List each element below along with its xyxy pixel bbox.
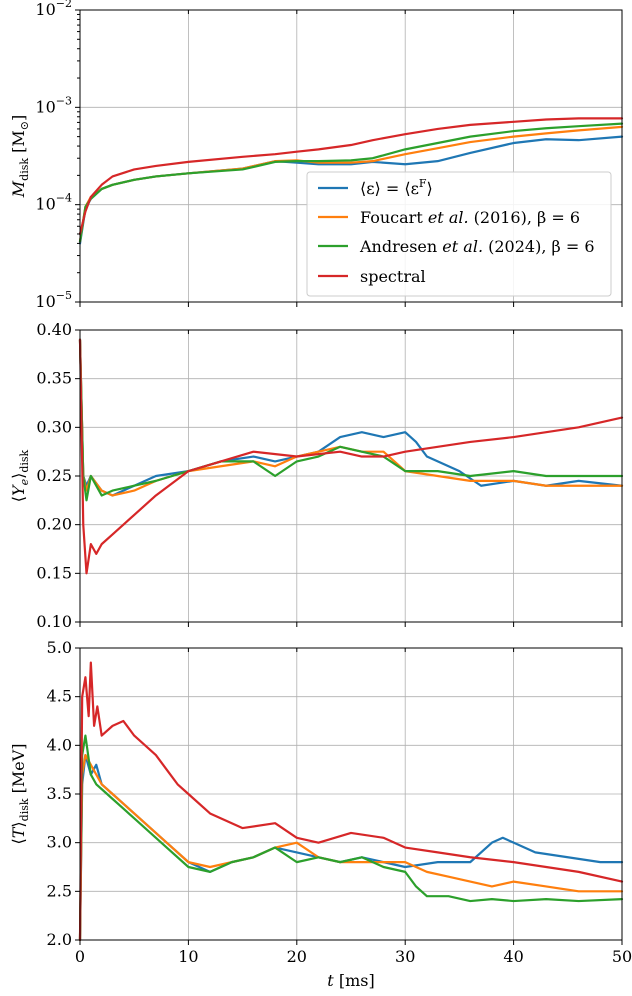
series-layer xyxy=(78,117,624,245)
y-tick-label: 0.30 xyxy=(36,417,72,436)
y-tick-label: 0.15 xyxy=(36,563,72,582)
series-layer xyxy=(78,338,624,575)
legend-label-2: Foucart et al. (2016), β = 6 xyxy=(360,208,580,227)
y-axis-label: ⟨T⟩disk [MeV] xyxy=(9,743,31,844)
axes-frame xyxy=(79,9,623,303)
panel-electron-fraction: 0.10 0.15 0.20 0.25 0.30 0.35 0.40 ⟨Ye⟩disk xyxy=(9,320,624,631)
legend-entry-3: Andresen et al. (2024), β = 6 xyxy=(318,237,595,256)
series-line-1 xyxy=(78,753,624,942)
series-layer xyxy=(78,661,624,942)
x-tick-label: 10 xyxy=(178,947,198,966)
y-tick-label: 4.5 xyxy=(47,687,72,706)
x-tick-label: 50 xyxy=(612,947,632,966)
y-tick-label: 3.0 xyxy=(47,833,72,852)
series-line-3 xyxy=(78,122,624,243)
x-tick-label: 20 xyxy=(287,947,307,966)
grid-layer xyxy=(79,647,623,941)
legend-entry-1: ⟨ε⟩ = ⟨εF⟩ xyxy=(318,177,433,198)
y-tick-label: 0.10 xyxy=(36,612,72,631)
panel-disk-mass: 10−5 10−4 10−3 10−2 Mdisk [M⊙] ⟨ε⟩ = ⟨εF⟩ F… xyxy=(9,0,624,311)
y-tick-label: 2.5 xyxy=(47,881,72,900)
series-line-4 xyxy=(78,117,624,236)
y-tick-label: 10−4 xyxy=(35,192,72,214)
y-axis-label: ⟨Ye⟩disk xyxy=(9,449,31,502)
y-tick-label: 10−5 xyxy=(35,289,72,311)
x-tick-label: 0 xyxy=(75,947,85,966)
y-tick-label: 2.0 xyxy=(47,930,72,949)
series-line-2 xyxy=(78,338,624,497)
legend-frame xyxy=(306,171,612,297)
series-line-1 xyxy=(78,338,624,497)
legend-label-4: spectral xyxy=(360,267,426,286)
panel-temperature: 0 10 20 30 40 50 2.0 2.5 3.0 3.5 4.0 4.5 5.0 ⟨T⟩disk… xyxy=(9,638,632,990)
grid-layer xyxy=(79,329,623,623)
legend-entry-4: spectral xyxy=(318,267,426,286)
y-axis-label: Mdisk [M⊙] xyxy=(9,115,31,198)
y-tick-label: 4.0 xyxy=(47,735,72,754)
legend-label-3: Andresen et al. (2024), β = 6 xyxy=(359,237,595,256)
y-tick-label: 0.20 xyxy=(36,515,72,534)
legend: ⟨ε⟩ = ⟨εF⟩ Foucart et al. (2016), β = 6 … xyxy=(306,171,612,297)
series-line-3 xyxy=(78,338,624,502)
y-tick-label: 5.0 xyxy=(47,638,72,657)
series-line-4 xyxy=(78,661,624,942)
series-line-4 xyxy=(78,338,624,575)
series-line-2 xyxy=(78,753,624,942)
x-tick-label: 40 xyxy=(503,947,523,966)
y-tick-label: 0.40 xyxy=(36,320,72,339)
legend-label-1: ⟨ε⟩ = ⟨εF⟩ xyxy=(360,177,433,198)
y-tick-label: 0.35 xyxy=(36,369,72,388)
ticks-layer: 0.10 0.15 0.20 0.25 0.30 0.35 0.40 xyxy=(36,320,623,631)
x-tick-label: 30 xyxy=(395,947,415,966)
y-tick-label: 0.25 xyxy=(36,466,72,485)
y-tick-label: 10−3 xyxy=(35,94,72,116)
legend-entry-2: Foucart et al. (2016), β = 6 xyxy=(318,208,580,227)
y-tick-label: 10−2 xyxy=(35,0,72,19)
ticks-layer: 10−5 10−4 10−3 10−2 xyxy=(35,0,623,311)
x-axis-label: t [ms] xyxy=(327,971,374,990)
y-tick-label: 3.5 xyxy=(47,784,72,803)
series-line-3 xyxy=(78,734,624,942)
ticks-layer: 0 10 20 30 40 50 2.0 2.5 3.0 3.5 4.0 4.5 5.0 xyxy=(47,638,632,966)
